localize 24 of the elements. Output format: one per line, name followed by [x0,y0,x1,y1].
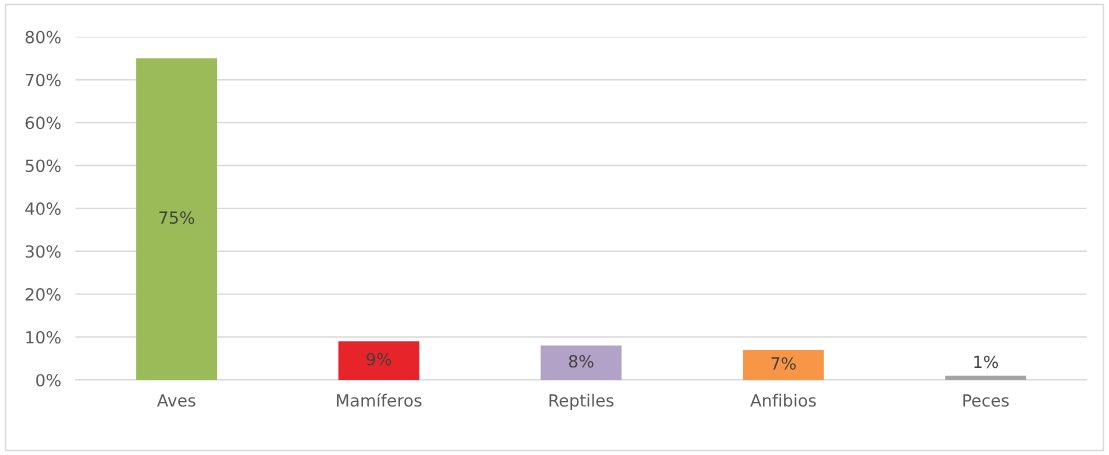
y-tick-label: 10% [26,331,61,344]
y-tick-label: 70% [25,73,61,87]
y-tick-label: 40% [25,202,61,215]
x-tick-label: Mamíferos [337,393,422,407]
data-label: 1% [974,355,998,369]
bar [945,375,1027,380]
data-label: 75% [159,211,195,224]
bar [540,345,622,380]
bar [338,341,420,380]
y-tick-label: 80% [25,30,61,44]
x-tick-label: Peces [963,394,1009,407]
x-tick-label: Reptiles [549,393,614,410]
data-label: 7% [771,357,796,370]
data-label: 8% [569,355,594,368]
x-tick-label: Anfibios [750,393,816,407]
data-label: 9% [366,352,392,366]
y-tick-label: 20% [25,288,61,301]
y-tick-label: 0% [36,373,61,387]
bar [742,349,824,380]
x-tick-label: Aves [157,394,196,407]
bar [136,58,218,380]
y-tick-label: 50% [25,159,61,173]
y-tick-label: 60% [25,116,61,130]
y-tick-label: 30% [25,245,61,258]
